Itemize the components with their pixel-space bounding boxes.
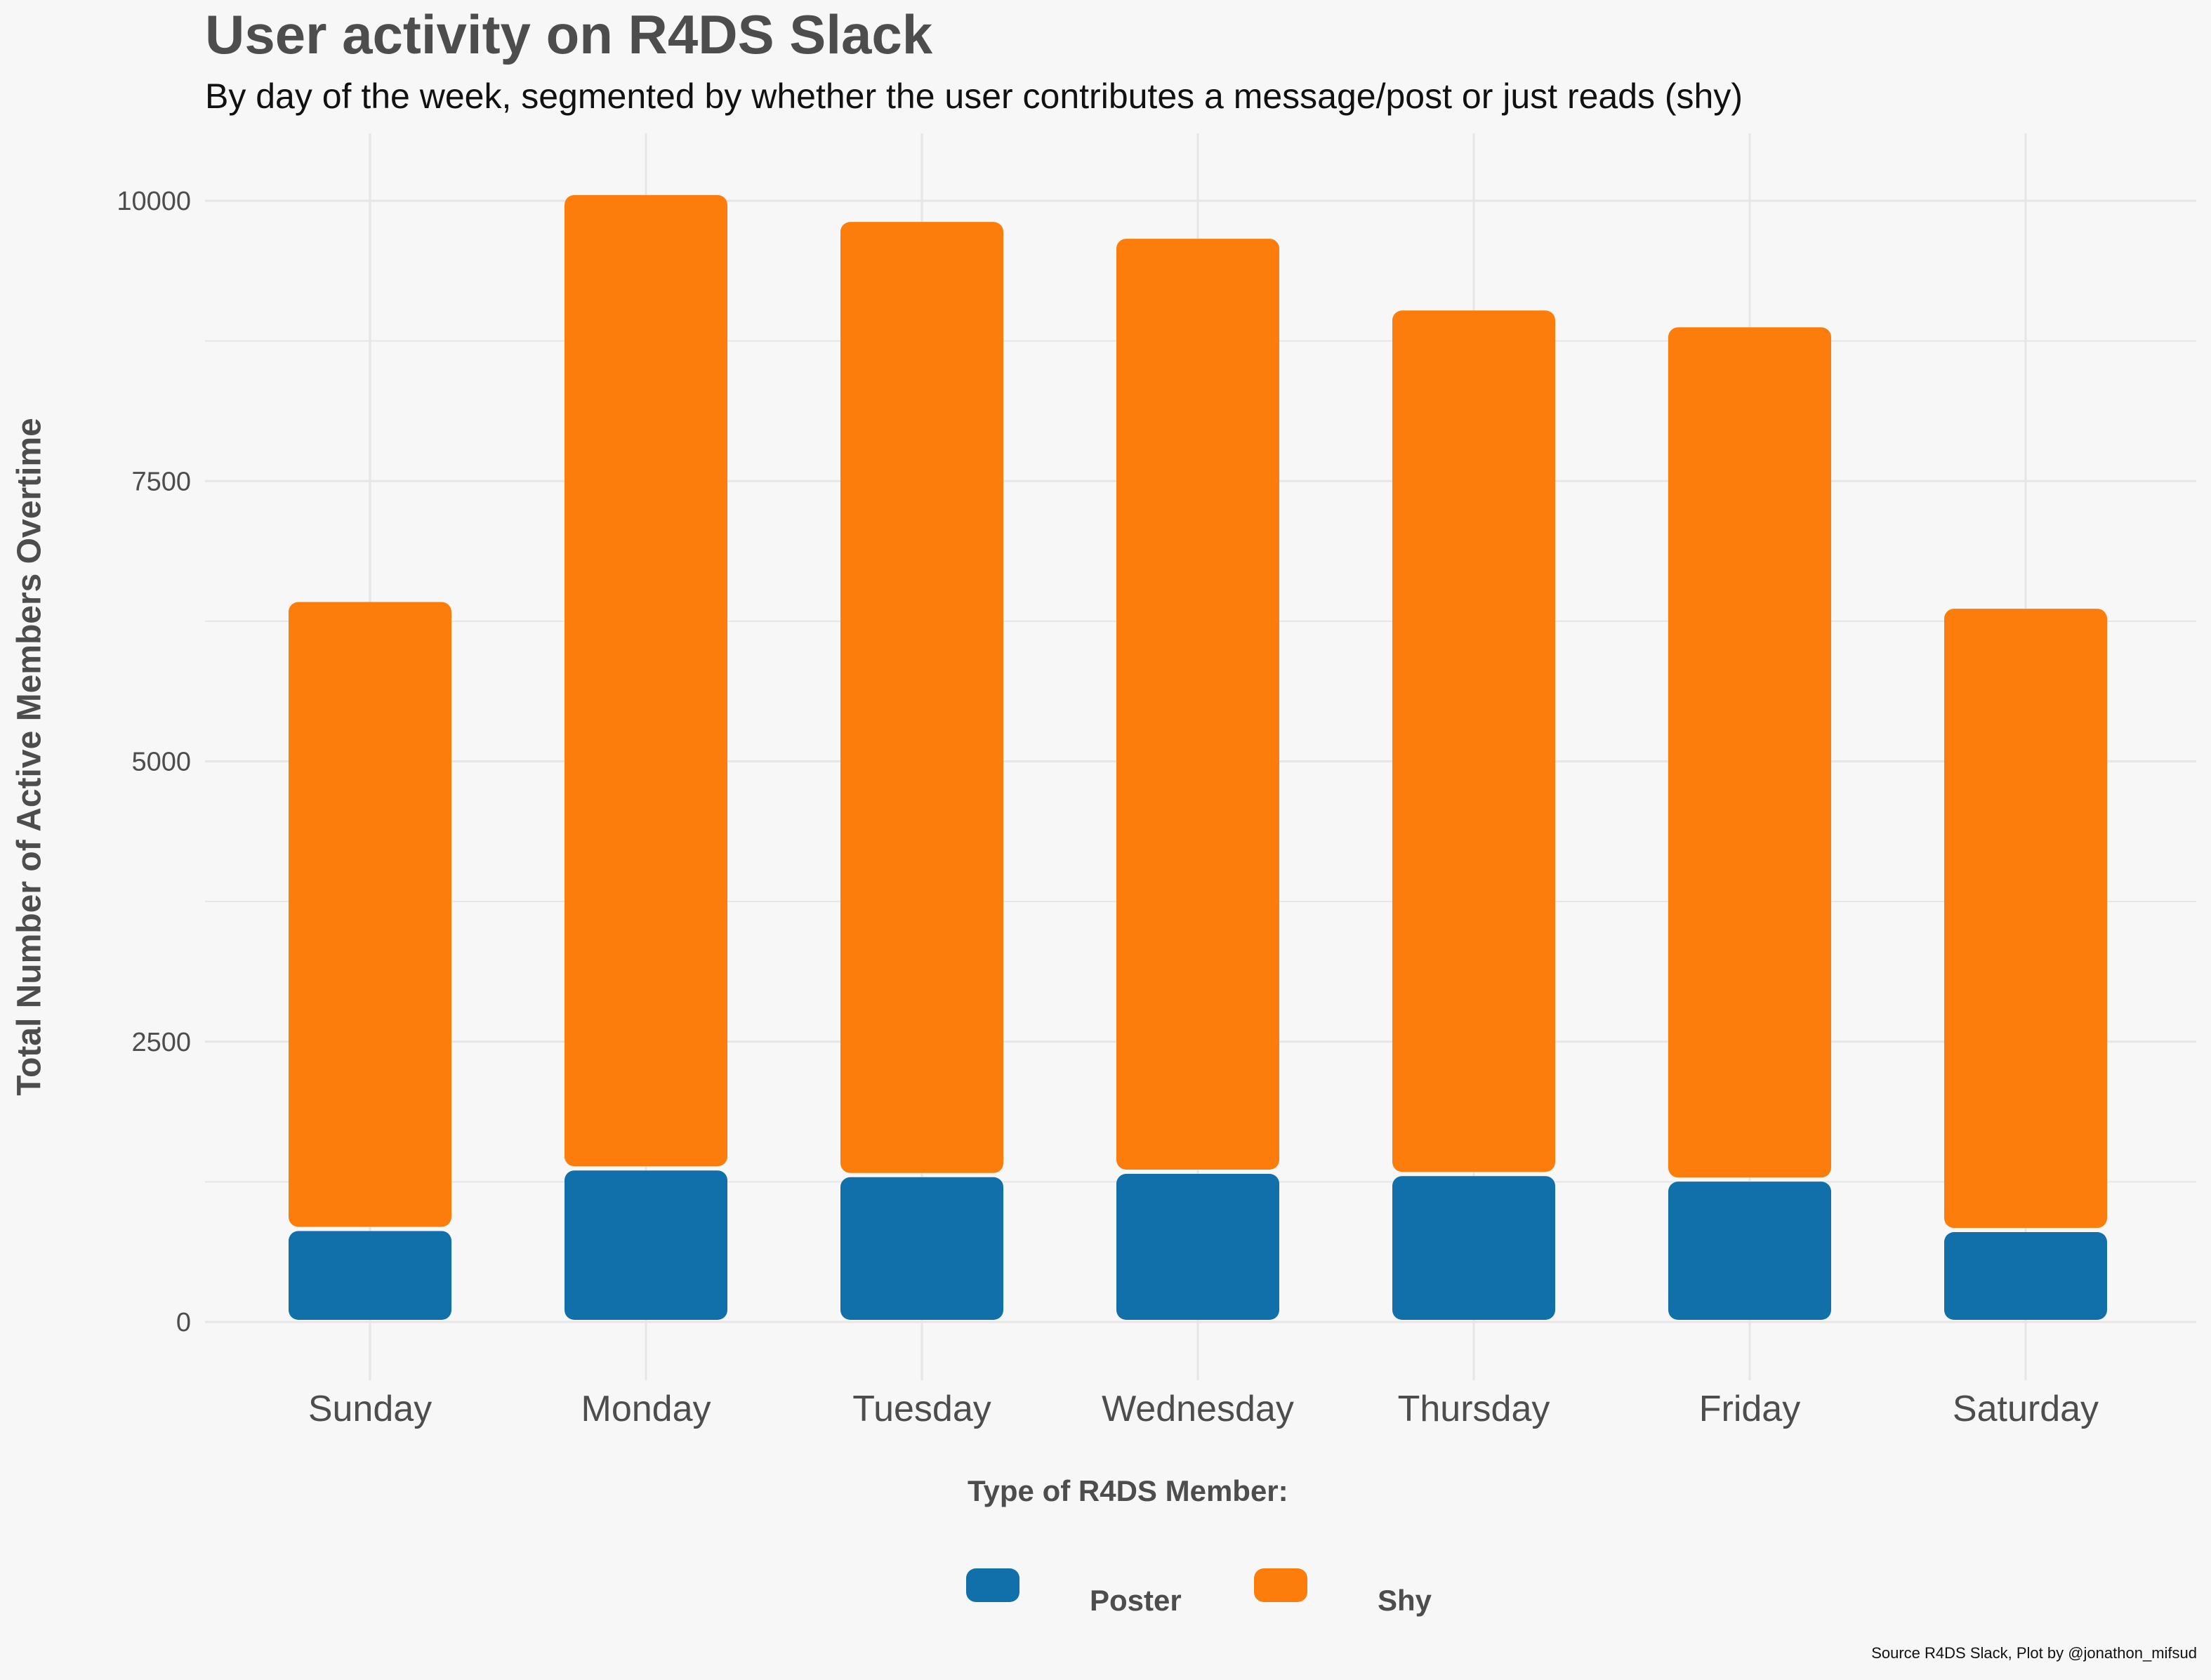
bar-shy-tuesday — [840, 222, 1003, 1173]
y-tick-label: 5000 — [131, 748, 191, 777]
chart-title: User activity on R4DS Slack — [205, 4, 933, 65]
chart-subtitle: By day of the week, segmented by whether… — [205, 77, 1743, 116]
legend-key-poster — [966, 1568, 1019, 1602]
bar-shy-sunday — [289, 602, 451, 1227]
x-tick-label: Monday — [581, 1389, 711, 1429]
bar-poster-thursday — [1392, 1176, 1555, 1320]
bar-shy-monday — [565, 194, 727, 1167]
bar-poster-friday — [1668, 1182, 1831, 1320]
bar-shy-friday — [1668, 327, 1831, 1178]
legend-label-shy: Shy — [1378, 1584, 1432, 1617]
y-tick-label: 0 — [176, 1308, 191, 1337]
x-tick-label: Saturday — [1953, 1389, 2099, 1429]
bar-poster-tuesday — [840, 1177, 1003, 1320]
bar-shy-saturday — [1944, 609, 2107, 1229]
legend-key-shy — [1254, 1568, 1307, 1602]
y-tick-label: 10000 — [117, 187, 191, 216]
x-tick-label: Wednesday — [1102, 1389, 1294, 1429]
y-tick-label: 7500 — [131, 467, 191, 496]
x-tick-label: Tuesday — [852, 1389, 991, 1429]
y-tick-label: 2500 — [131, 1028, 191, 1057]
x-tick-label: Thursday — [1398, 1389, 1550, 1429]
bar-poster-monday — [565, 1170, 727, 1320]
bar-poster-sunday — [289, 1231, 451, 1320]
axis-ticks: 0 2500 5000 7500 10000 Sunday Monday Tuesday Wed… — [117, 187, 2099, 1429]
bar-poster-wednesday — [1116, 1174, 1279, 1320]
bars — [289, 194, 2107, 1320]
legend-label-poster: Poster — [1090, 1584, 1182, 1617]
x-tick-label: Friday — [1699, 1389, 1800, 1429]
bar-shy-thursday — [1392, 310, 1555, 1172]
bar-poster-saturday — [1944, 1232, 2107, 1320]
chart-caption: Source R4DS Slack, Plot by @jonathon_mif… — [1871, 1644, 2197, 1662]
x-tick-label: Sunday — [308, 1389, 432, 1429]
bar-shy-wednesday — [1116, 239, 1279, 1170]
legend-title: Type of R4DS Member: — [968, 1474, 1288, 1507]
